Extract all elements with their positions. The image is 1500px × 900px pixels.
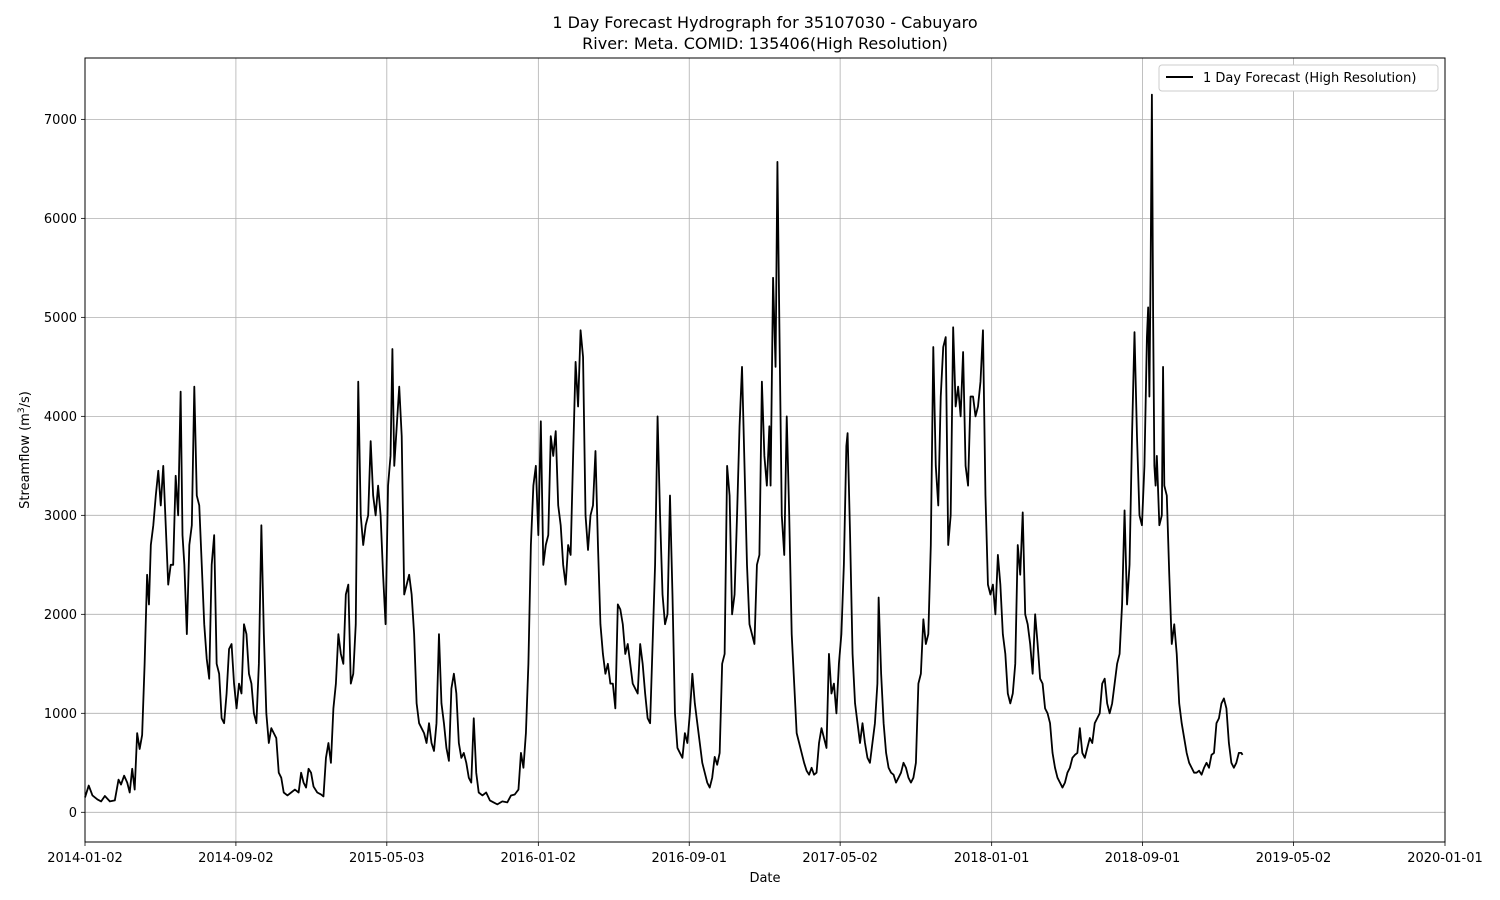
x-tick-label: 2015-05-03 [349, 851, 425, 866]
x-tick-label: 2016-09-01 [651, 851, 727, 866]
chart-title: 1 Day Forecast Hydrograph for 35107030 -… [552, 13, 977, 32]
y-tick-label: 0 [69, 806, 77, 821]
y-axis-label-suffix: /s) [18, 391, 33, 407]
y-axis-label-prefix: Streamflow (m [18, 413, 33, 509]
y-tick-label: 2000 [44, 608, 77, 623]
plot-frame [84, 57, 1446, 843]
y-tick-label: 3000 [44, 509, 77, 524]
y-axis: 0 1000 2000 3000 4000 5000 6000 7000 [44, 113, 85, 821]
x-tick-label: 2018-01-01 [954, 851, 1030, 866]
chart-subtitle: River: Meta. COMID: 135406(High Resoluti… [582, 34, 948, 53]
grid [84, 58, 1446, 842]
legend-box [1158, 64, 1439, 92]
series-layer [84, 93, 1244, 806]
series-line-1-day-forecast [84, 93, 1244, 806]
x-tick-label: 2016-01-02 [501, 851, 577, 866]
y-tick-label: 1000 [44, 707, 77, 722]
y-tick-label: 5000 [44, 311, 77, 326]
y-tick-label: 4000 [44, 410, 77, 425]
y-axis-label-superscript: 3 [17, 407, 27, 413]
x-axis-label: Date [749, 871, 780, 886]
x-tick-label: 2020-01-01 [1407, 851, 1483, 866]
y-tick-label: 6000 [44, 212, 77, 227]
x-tick-label: 2014-01-02 [47, 851, 123, 866]
x-axis: 2014-01-02 2014-09-02 2015-05-03 2016-01-02… [47, 842, 1483, 866]
x-tick-label: 2014-09-02 [198, 851, 274, 866]
y-tick-label: 7000 [44, 113, 77, 128]
x-tick-label: 2017-05-02 [802, 851, 878, 866]
x-tick-label: 2018-09-01 [1105, 851, 1181, 866]
legend-label: 1 Day Forecast (High Resolution) [1203, 71, 1416, 86]
y-axis-label: Streamflow (m3/s) [17, 391, 33, 509]
x-tick-label: 2019-05-02 [1256, 851, 1332, 866]
legend: 1 Day Forecast (High Resolution) [1158, 64, 1439, 92]
